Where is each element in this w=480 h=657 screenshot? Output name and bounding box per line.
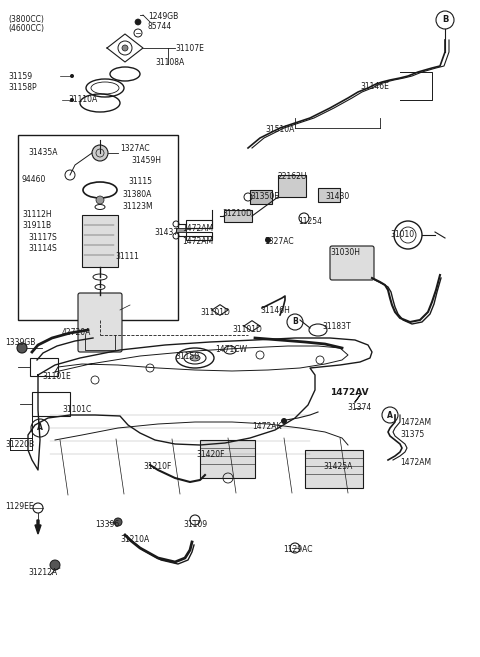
Text: 22162U: 22162U bbox=[278, 172, 307, 181]
Bar bbox=[176, 228, 186, 232]
Circle shape bbox=[265, 237, 271, 243]
Text: 31159: 31159 bbox=[8, 72, 32, 81]
Text: 1472AM: 1472AM bbox=[182, 224, 213, 233]
Text: 31374: 31374 bbox=[347, 403, 371, 412]
Text: 31030H: 31030H bbox=[330, 248, 360, 257]
Text: 31109: 31109 bbox=[183, 520, 207, 529]
Circle shape bbox=[50, 560, 60, 570]
Text: B: B bbox=[442, 16, 448, 24]
Bar bbox=[318, 188, 340, 202]
Text: (4600CC): (4600CC) bbox=[8, 24, 44, 33]
Text: 94460: 94460 bbox=[22, 175, 47, 184]
Bar bbox=[32, 392, 70, 416]
Text: 31212A: 31212A bbox=[28, 568, 57, 577]
Text: 1327AC: 1327AC bbox=[120, 144, 150, 153]
Text: 31115: 31115 bbox=[128, 177, 152, 186]
Text: 31101E: 31101E bbox=[42, 372, 71, 381]
Text: (3800CC): (3800CC) bbox=[8, 15, 44, 24]
Circle shape bbox=[114, 518, 122, 526]
Text: 31425A: 31425A bbox=[323, 462, 352, 471]
Text: 1339GB: 1339GB bbox=[5, 338, 36, 347]
Text: 31010: 31010 bbox=[390, 230, 414, 239]
FancyBboxPatch shape bbox=[78, 293, 122, 352]
Text: 1471CW: 1471CW bbox=[215, 345, 247, 354]
FancyArrow shape bbox=[35, 520, 41, 534]
Text: 31420F: 31420F bbox=[196, 450, 225, 459]
Text: B: B bbox=[292, 317, 298, 327]
Text: 31437: 31437 bbox=[154, 228, 178, 237]
Text: 1472AK: 1472AK bbox=[252, 422, 281, 431]
Ellipse shape bbox=[190, 355, 200, 361]
Text: 31101D: 31101D bbox=[232, 325, 262, 334]
Text: 1249GB: 1249GB bbox=[148, 12, 178, 21]
Text: 85744: 85744 bbox=[148, 22, 172, 31]
FancyBboxPatch shape bbox=[330, 246, 374, 280]
Text: 31158P: 31158P bbox=[8, 83, 36, 92]
Circle shape bbox=[122, 45, 128, 51]
Text: 31123M: 31123M bbox=[122, 202, 153, 211]
Text: 31510A: 31510A bbox=[265, 125, 294, 134]
Text: 31111: 31111 bbox=[115, 252, 139, 261]
Text: 1472AM: 1472AM bbox=[400, 458, 431, 467]
Text: 31117S: 31117S bbox=[28, 233, 57, 242]
Text: 1129AC: 1129AC bbox=[283, 545, 312, 554]
Text: 31112H: 31112H bbox=[22, 210, 52, 219]
Text: 1327AC: 1327AC bbox=[264, 237, 294, 246]
Circle shape bbox=[135, 19, 141, 25]
Text: 31101C: 31101C bbox=[62, 405, 91, 414]
Text: 1472AV: 1472AV bbox=[330, 388, 369, 397]
Text: 11254: 11254 bbox=[298, 217, 322, 226]
Circle shape bbox=[281, 418, 287, 424]
Text: 31375: 31375 bbox=[400, 430, 424, 439]
Text: 1472AM: 1472AM bbox=[182, 237, 213, 246]
Text: 31108A: 31108A bbox=[155, 58, 184, 67]
Bar bbox=[250, 190, 272, 204]
Bar bbox=[186, 220, 212, 228]
Text: 31911B: 31911B bbox=[22, 221, 51, 230]
Text: 13396: 13396 bbox=[95, 520, 119, 529]
Circle shape bbox=[17, 343, 27, 353]
Bar bbox=[224, 210, 252, 222]
Text: 31183T: 31183T bbox=[322, 322, 350, 331]
Text: 31459H: 31459H bbox=[131, 156, 161, 165]
Bar bbox=[200, 440, 255, 478]
Text: 42720A: 42720A bbox=[62, 328, 91, 337]
Text: 31150: 31150 bbox=[175, 352, 199, 361]
Bar bbox=[18, 135, 178, 320]
Text: 31101D: 31101D bbox=[200, 308, 230, 317]
Text: 31146H: 31146H bbox=[260, 306, 290, 315]
Text: 31430: 31430 bbox=[325, 192, 349, 201]
Text: 1129EE: 1129EE bbox=[5, 502, 34, 511]
Bar bbox=[82, 215, 118, 267]
Bar bbox=[305, 450, 363, 488]
Text: 31350E: 31350E bbox=[250, 192, 279, 201]
Text: 31114S: 31114S bbox=[28, 244, 57, 253]
Text: 31146E: 31146E bbox=[360, 82, 389, 91]
Text: 31435A: 31435A bbox=[28, 148, 58, 157]
Text: 31107E: 31107E bbox=[175, 44, 204, 53]
Bar bbox=[30, 358, 58, 376]
Text: 31220B: 31220B bbox=[5, 440, 34, 449]
Circle shape bbox=[92, 145, 108, 161]
Circle shape bbox=[70, 98, 74, 102]
Text: 31210A: 31210A bbox=[120, 535, 149, 544]
Text: 31110A: 31110A bbox=[68, 95, 97, 104]
Bar bbox=[278, 175, 306, 197]
Text: 31210D: 31210D bbox=[222, 209, 252, 218]
Bar bbox=[186, 232, 212, 240]
Text: A: A bbox=[387, 411, 393, 420]
Circle shape bbox=[96, 196, 104, 204]
Text: A: A bbox=[37, 424, 43, 432]
Text: 1472AM: 1472AM bbox=[400, 418, 431, 427]
Circle shape bbox=[70, 74, 74, 78]
Text: 31380A: 31380A bbox=[122, 190, 151, 199]
Text: 31210F: 31210F bbox=[143, 462, 171, 471]
